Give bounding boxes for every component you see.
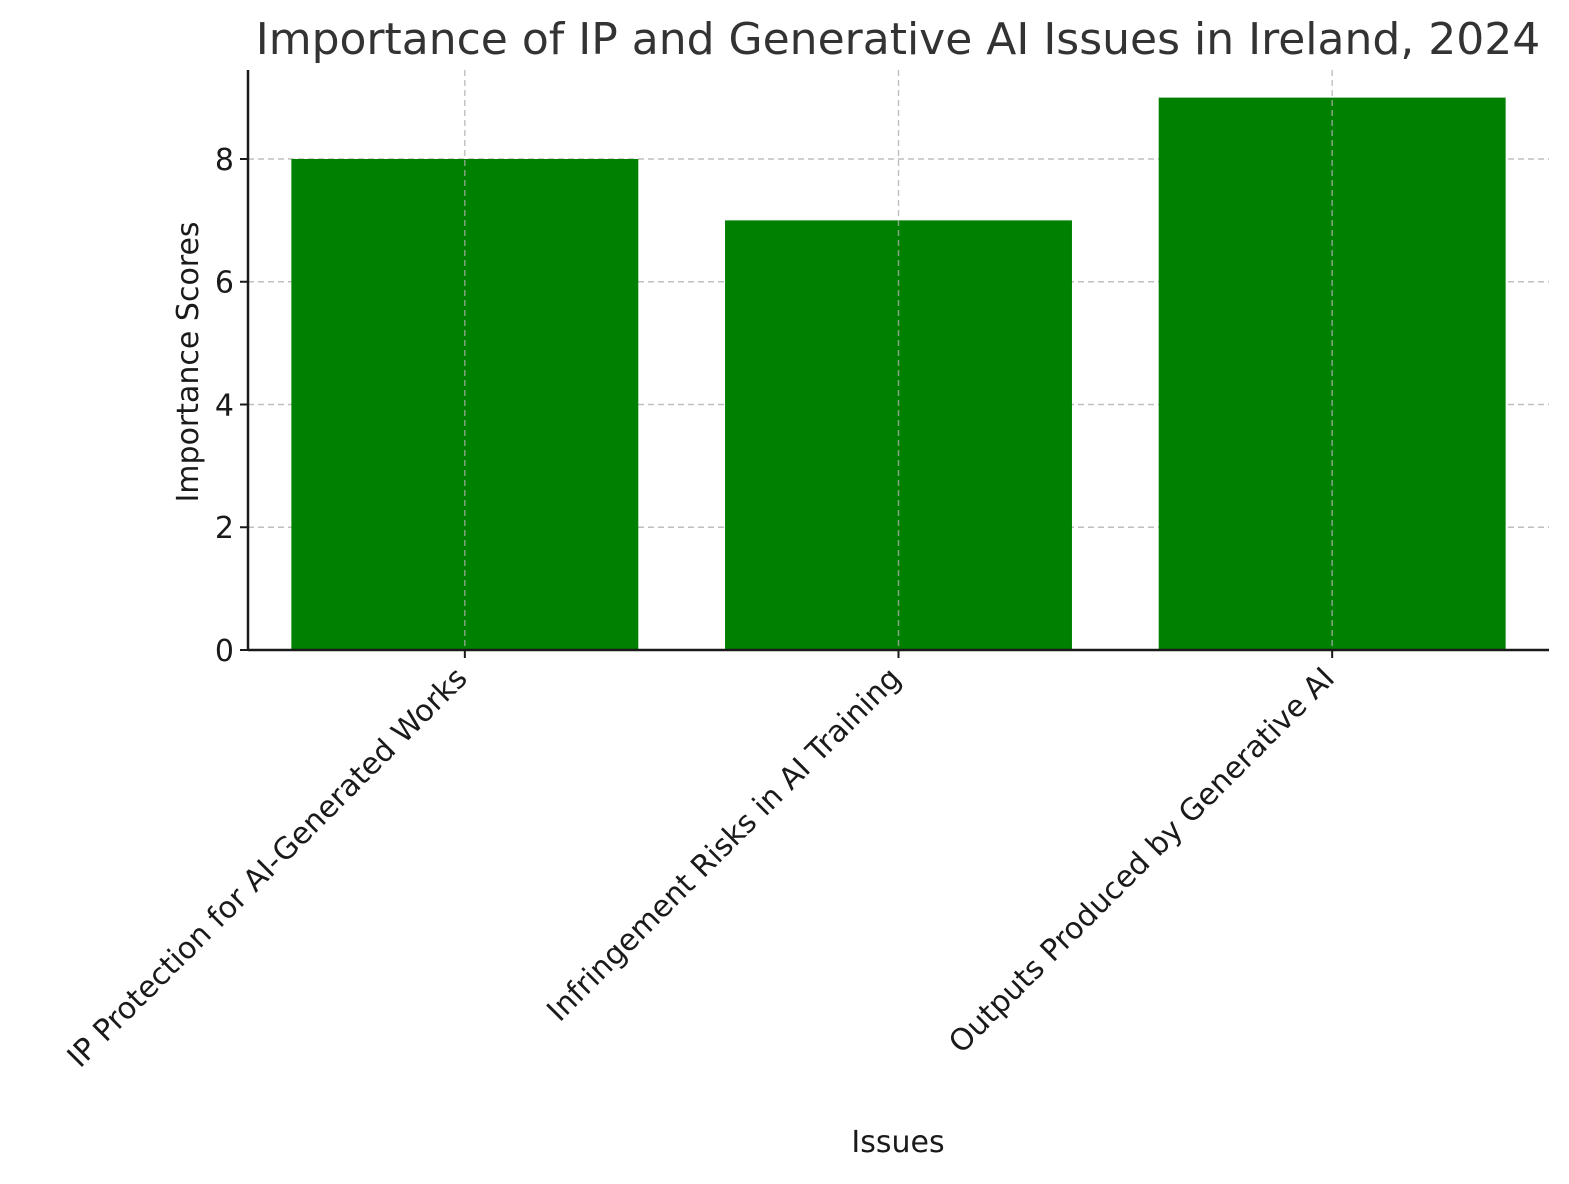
ticks: 0 2 4 6 8	[215, 143, 1334, 669]
chart-title: Importance of IP and Generative AI Issue…	[256, 14, 1541, 65]
y-tick-label: 4	[215, 388, 234, 423]
y-tick-label: 0	[215, 634, 234, 669]
x-tick-label: IP Protection for AI-Generated Works	[61, 661, 475, 1075]
y-tick-label: 2	[215, 511, 234, 546]
x-tick-label: Outputs Produced by Generative AI	[942, 661, 1342, 1061]
y-tick-label: 6	[215, 266, 234, 301]
x-axis-label: Issues	[851, 1125, 944, 1160]
y-axis-label: Importance Scores	[171, 221, 206, 502]
y-tick-label: 8	[215, 143, 234, 178]
category-labels: IP Protection for AI-Generated Works Infr…	[61, 661, 1342, 1075]
x-tick-label: Infringement Risks in AI Training	[540, 661, 908, 1029]
